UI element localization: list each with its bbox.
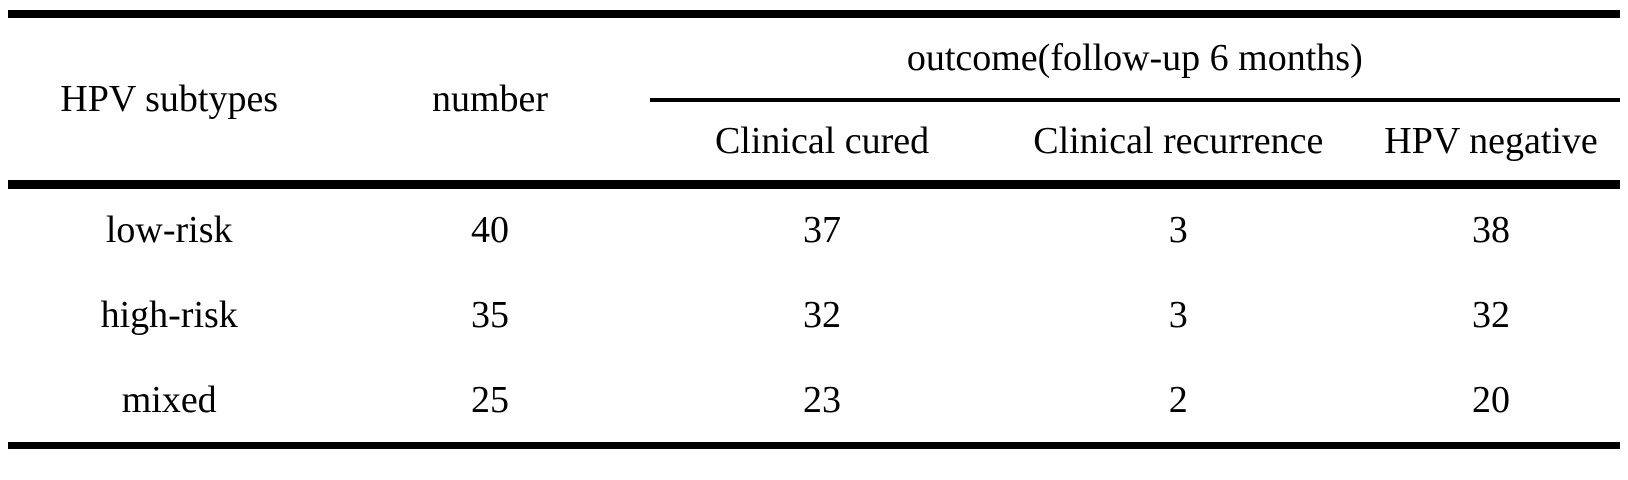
header-subrow: Clinical cured Clinical recurrence HPV n…	[8, 100, 1620, 189]
col-header-clinical-cured: Clinical cured	[649, 100, 995, 189]
cell-clinical-cured: 32	[803, 293, 842, 336]
cell-hpv-negative: 38	[1472, 208, 1511, 251]
cell-clinical-recurrence: 3	[1168, 293, 1188, 336]
cell-clinical-recurrence: 2	[1168, 378, 1188, 421]
col-header-number: number	[330, 14, 650, 189]
cell-clinical-cured: 37	[803, 208, 842, 251]
cell-number: 40	[470, 208, 509, 251]
col-header-hpv-subtypes: HPV subtypes	[8, 14, 331, 189]
cell-clinical-cured: 23	[803, 378, 842, 421]
col-header-clinical-recurrence: Clinical recurrence	[994, 100, 1363, 189]
cell-subtype: mixed	[121, 378, 217, 421]
col-header-outcome-group: outcome(follow-up 6 months)	[649, 14, 1620, 102]
cell-subtype: high-risk	[100, 293, 238, 336]
cell-number: 35	[470, 293, 509, 336]
header-group-row: HPV subtypes number outcome(follow-up 6 …	[8, 14, 1620, 189]
cell-hpv-negative: 20	[1472, 378, 1511, 421]
cell-subtype: low-risk	[105, 208, 233, 251]
table-row-mixed: mixed 25 23 2 20	[8, 358, 1620, 445]
col-header-hpv-negative: HPV negative	[1362, 100, 1620, 189]
cell-number: 25	[470, 378, 509, 421]
table-row-high-risk: high-risk 35 32 3 32	[8, 271, 1620, 358]
cell-clinical-recurrence: 3	[1168, 208, 1188, 251]
hpv-outcome-table: HPV subtypes number outcome(follow-up 6 …	[8, 10, 1620, 449]
cell-hpv-negative: 32	[1472, 293, 1511, 336]
table-row-low-risk: low-risk 40 37 3 38	[8, 184, 1620, 271]
